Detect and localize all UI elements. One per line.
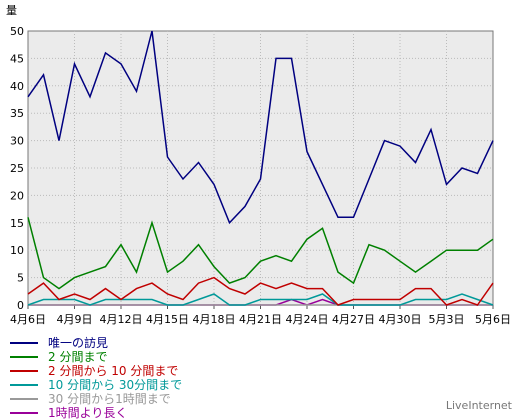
y-tick-label: 15 <box>10 217 24 230</box>
legend-label: 30 分間から1時間まで <box>48 392 171 406</box>
x-tick-label: 4月27日 <box>332 313 375 326</box>
legend-label: 2 分間から 10 分間まで <box>48 364 179 378</box>
x-axis-ticks: 4月6日 4月9日 4月12日 4月15日 4月18日 4月21日 4月24日 4月27日 4月… <box>10 313 511 326</box>
x-tick-label: 4月18日 <box>193 313 236 326</box>
y-tick-label: 45 <box>10 52 24 65</box>
x-tick-label: 4月15日 <box>146 313 189 326</box>
y-tick-label: 30 <box>10 135 24 148</box>
x-tick-label: 4月30日 <box>379 313 422 326</box>
x-tick-label: 4月9日 <box>57 313 93 326</box>
legend-item: 1時間より長く <box>4 406 182 420</box>
legend-item: 2 分間まで <box>4 350 182 364</box>
credit-text: LiveInternet <box>445 399 512 412</box>
series-lines <box>27 30 494 306</box>
y-axis-ticks: 0 5 10 15 20 25 30 35 40 45 50 <box>10 25 24 312</box>
y-tick-label: 50 <box>10 25 24 38</box>
y-tick-label: 40 <box>10 80 24 93</box>
legend-swatch <box>10 412 38 414</box>
legend-swatch <box>10 356 38 358</box>
legend-label: 2 分間まで <box>48 350 108 364</box>
legend: 唯一の訪見 2 分間まで 2 分間から 10 分間まで 10 分間から 30分間まで 3… <box>4 336 182 420</box>
y-tick-label: 5 <box>17 272 24 285</box>
x-tick-label: 5月3日 <box>429 313 465 326</box>
y-tick-label: 0 <box>17 299 24 312</box>
x-tick-label: 4月21日 <box>239 313 282 326</box>
series-line-4 <box>27 293 494 306</box>
x-tick-label: 4月12日 <box>100 313 143 326</box>
legend-item: 2 分間から 10 分間まで <box>4 364 182 378</box>
y-tick-label: 35 <box>10 107 24 120</box>
legend-item: 唯一の訪見 <box>4 336 182 350</box>
legend-item: 30 分間から1時間まで <box>4 392 182 406</box>
series-line-1 <box>27 30 494 225</box>
legend-item: 10 分間から 30分間まで <box>4 378 182 392</box>
legend-label: 10 分間から 30分間まで <box>48 378 183 392</box>
series-line-2 <box>27 217 494 290</box>
y-tick-label: 25 <box>10 162 24 175</box>
x-tick-label: 5月6日 <box>475 313 511 326</box>
series-line-3 <box>27 276 494 306</box>
legend-swatch <box>10 384 38 386</box>
line-chart: 量 0 5 10 15 20 25 30 35 40 45 50 4月6日 4月9日 4月12日 4月15… <box>6 4 511 326</box>
y-tick-label: 10 <box>10 244 24 257</box>
y-axis-title: 量 <box>6 4 17 17</box>
legend-swatch <box>10 342 38 344</box>
y-tick-label: 20 <box>10 189 24 202</box>
x-tick-label: 4月6日 <box>10 313 46 326</box>
legend-label: 1時間より長く <box>48 406 128 420</box>
grid-lines <box>27 31 494 309</box>
legend-swatch <box>10 370 38 372</box>
x-tick-label: 4月24日 <box>286 313 329 326</box>
legend-swatch <box>10 398 38 400</box>
legend-label: 唯一の訪見 <box>48 336 109 350</box>
